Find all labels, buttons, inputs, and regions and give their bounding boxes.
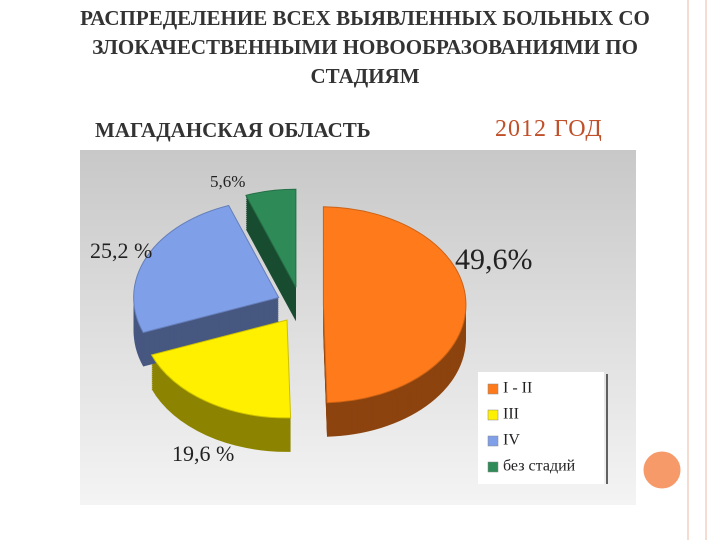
- slide-ornament: [640, 448, 684, 492]
- legend-swatch: [487, 409, 499, 421]
- data-label: 25,2 %: [90, 238, 152, 263]
- pie-slice: [133, 204, 280, 334]
- chart-subtitle: МАГАДАНСКАЯ ОБЛАСТЬ: [95, 118, 371, 142]
- data-label: 49,6%: [455, 243, 533, 276]
- pie-slice: [245, 188, 297, 288]
- legend-label: III: [503, 406, 519, 423]
- legend-swatch: [487, 435, 499, 447]
- chart-title: РАСПРЕДЕЛЕНИЕ ВСЕХ ВЫЯВЛЕННЫХ БОЛЬНЫХ СО…: [80, 6, 650, 88]
- legend-label: без стадий: [503, 458, 576, 475]
- legend-box: [478, 372, 604, 484]
- year-annotation: 2012 ГОД: [495, 116, 603, 142]
- legend-swatch: [487, 461, 499, 473]
- legend-label: I - II: [503, 380, 532, 397]
- pie-slice: [322, 206, 467, 404]
- data-label: 5,6%: [210, 172, 245, 191]
- data-label: 19,6 %: [172, 441, 234, 466]
- legend-label: IV: [503, 432, 520, 449]
- legend-swatch: [487, 383, 499, 395]
- pie-slice: [150, 319, 292, 419]
